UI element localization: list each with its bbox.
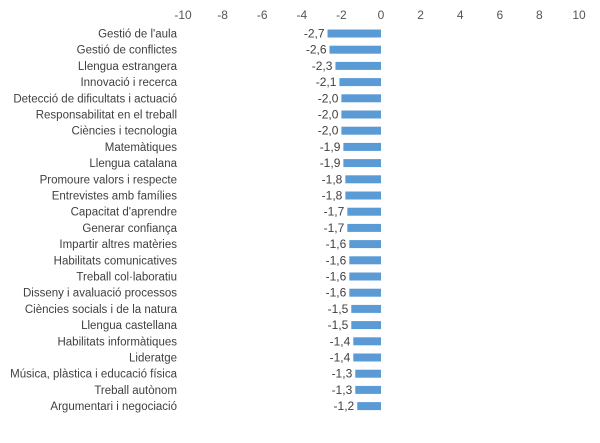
bar bbox=[339, 78, 381, 87]
x-axis-ticks: -10 -8 -6 -4 -2 0 2 4 6 8 10 bbox=[174, 8, 586, 22]
bar bbox=[351, 304, 381, 313]
category-label: Argumentari i negociació bbox=[50, 401, 177, 413]
category-label: Ciències socials i de la natura bbox=[25, 304, 178, 316]
data-label: -2,0 bbox=[318, 124, 339, 138]
category-label: Música, plàstica i educació física bbox=[10, 369, 177, 381]
bars bbox=[327, 29, 381, 411]
bar bbox=[341, 126, 381, 135]
data-label: -1,6 bbox=[326, 270, 347, 284]
x-tick-label: 2 bbox=[417, 8, 424, 22]
bar bbox=[341, 94, 381, 103]
category-label: Capacitat d'aprendre bbox=[71, 207, 177, 219]
category-label: Matemàtiques bbox=[105, 142, 177, 154]
x-tick-label: 0 bbox=[378, 8, 385, 22]
bar bbox=[355, 369, 381, 378]
data-labels: -2,7 -2,6 -2,3 -2,1 -2,0 -2,0 -2,0 -1,9 -1,9 -1,8… bbox=[304, 27, 355, 414]
bar bbox=[329, 45, 381, 54]
bar bbox=[349, 272, 381, 281]
data-label: -2,6 bbox=[306, 43, 327, 57]
category-label: Responsabilitat en el treball bbox=[36, 110, 177, 122]
x-tick-label: -2 bbox=[336, 8, 347, 22]
data-label: -1,7 bbox=[324, 205, 345, 219]
x-tick-label: -10 bbox=[174, 8, 192, 22]
data-label: -2,3 bbox=[312, 59, 333, 73]
bar bbox=[355, 385, 381, 394]
category-labels: Gestió de l'aula Gestió de conflictes Llen… bbox=[10, 29, 177, 414]
data-label: -1,5 bbox=[328, 302, 349, 316]
data-label: -2,1 bbox=[316, 75, 337, 89]
x-tick-label: -4 bbox=[296, 8, 307, 22]
category-label: Treball col·laboratiu bbox=[76, 272, 177, 284]
data-label: -1,3 bbox=[332, 367, 353, 381]
bar bbox=[353, 337, 381, 346]
category-label: Promoure valors i respecte bbox=[40, 174, 177, 186]
x-tick-label: 4 bbox=[457, 8, 464, 22]
x-tick-label: -8 bbox=[217, 8, 228, 22]
category-label: Ciències i tecnologia bbox=[72, 126, 178, 138]
category-label: Habilitats informàtiques bbox=[57, 336, 177, 348]
bar bbox=[347, 207, 381, 216]
x-tick-label: 6 bbox=[496, 8, 503, 22]
category-label: Entrevistes amb famílies bbox=[52, 191, 178, 203]
category-label: Impartir altres matèries bbox=[59, 239, 177, 251]
bar bbox=[343, 159, 381, 168]
data-label: -2,0 bbox=[318, 91, 339, 105]
data-label: -2,7 bbox=[304, 27, 325, 41]
data-label: -1,5 bbox=[328, 318, 349, 332]
data-label: -1,4 bbox=[330, 351, 351, 365]
bar bbox=[345, 175, 381, 184]
data-label: -1,6 bbox=[326, 237, 347, 251]
category-label: Innovació i recerca bbox=[80, 77, 177, 89]
category-label: Gestió de l'aula bbox=[98, 29, 178, 41]
category-label: Llengua catalana bbox=[89, 158, 177, 170]
data-label: -2,0 bbox=[318, 108, 339, 122]
data-label: -1,6 bbox=[326, 253, 347, 267]
x-tick-label: 10 bbox=[572, 8, 586, 22]
category-label: Generar confiança bbox=[82, 223, 177, 235]
category-label: Treball autònom bbox=[94, 385, 177, 397]
data-label: -1,7 bbox=[324, 221, 345, 235]
category-label: Lideratge bbox=[129, 353, 177, 365]
bar bbox=[349, 256, 381, 265]
category-label: Disseny i avaluació processos bbox=[23, 288, 177, 300]
category-label: Llengua estrangera bbox=[78, 61, 178, 73]
data-label: -1,9 bbox=[320, 140, 341, 154]
data-label: -1,9 bbox=[320, 156, 341, 170]
data-label: -1,8 bbox=[322, 172, 343, 186]
bar bbox=[357, 402, 381, 411]
data-label: -1,3 bbox=[332, 383, 353, 397]
bar bbox=[353, 353, 381, 362]
data-label: -1,2 bbox=[334, 399, 355, 413]
bar bbox=[327, 29, 381, 38]
bar bbox=[345, 191, 381, 200]
data-label: -1,8 bbox=[322, 189, 343, 203]
category-label: Llengua castellana bbox=[81, 320, 178, 332]
bar bbox=[343, 142, 381, 151]
category-label: Detecció de dificultats i actuació bbox=[13, 93, 177, 105]
x-tick-label: 8 bbox=[536, 8, 543, 22]
data-label: -1,4 bbox=[330, 334, 351, 348]
data-label: -1,6 bbox=[326, 286, 347, 300]
bar bbox=[351, 321, 381, 330]
bar bbox=[349, 288, 381, 297]
category-label: Gestió de conflictes bbox=[77, 45, 178, 57]
category-label: Habilitats comunicatives bbox=[54, 255, 178, 267]
x-tick-label: -6 bbox=[257, 8, 268, 22]
bar bbox=[341, 110, 381, 119]
bar bbox=[335, 61, 381, 70]
bar bbox=[349, 240, 381, 249]
bar bbox=[347, 223, 381, 232]
